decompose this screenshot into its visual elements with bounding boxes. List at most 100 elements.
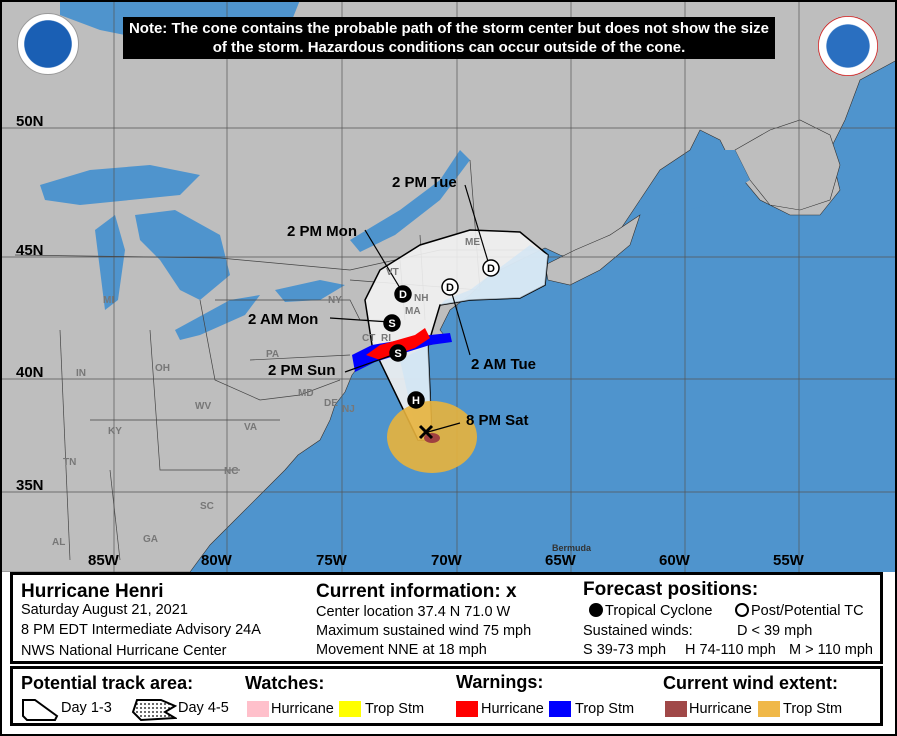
lat-tick-label: 45N xyxy=(16,242,44,259)
forecast-point-symbol: H xyxy=(412,395,420,407)
movement: Movement NNE at 18 mph xyxy=(316,642,487,658)
forecast-time-label: 2 AM Mon xyxy=(248,311,318,328)
current-position-x-icon xyxy=(418,424,434,440)
land-newfoundland xyxy=(734,119,841,211)
state-label: AL xyxy=(52,537,65,548)
state-label: NH xyxy=(414,293,428,304)
storm-name: Hurricane Henri xyxy=(21,581,164,602)
post-tc-label: Post/Potential TC xyxy=(751,603,864,619)
lat-tick-label: 40N xyxy=(16,364,44,381)
advisory-number: 8 PM EDT Intermediate Advisory 24A xyxy=(21,622,261,638)
lon-tick-label: 85W xyxy=(88,552,120,569)
m-definition: M > 110 mph xyxy=(789,642,873,658)
hurricane-warning-label: Hurricane xyxy=(481,701,544,717)
forecast-point-s xyxy=(383,314,401,332)
state-label: GA xyxy=(143,534,158,545)
nws-logo xyxy=(818,16,878,76)
great-lakes xyxy=(40,150,470,340)
lon-tick-label: 75W xyxy=(316,552,348,569)
state-label: NY xyxy=(328,295,342,306)
hurricane-warning xyxy=(366,328,430,360)
forecast-point-d xyxy=(482,259,500,277)
state-label: VA xyxy=(244,422,257,433)
lat-tick-label: 50N xyxy=(16,113,44,130)
label-leaders xyxy=(329,184,491,433)
map: H S S D D D 85W 80W 75W 70W 65W 60W 55W 50N 45N 40N 35N… xyxy=(0,0,897,572)
state-label: VT xyxy=(386,267,399,278)
post-tc-legend: Post/Potential TC xyxy=(735,603,864,619)
forecast-point-s xyxy=(389,344,407,362)
state-label: DE xyxy=(324,398,338,409)
state-label: MA xyxy=(405,306,421,317)
lon-tick-label: 60W xyxy=(659,552,691,569)
forecast-time-label: 2 PM Sun xyxy=(268,362,336,379)
land-nova-scotia xyxy=(544,214,641,286)
open-circle-icon xyxy=(735,603,749,617)
day45-label: Day 4-5 xyxy=(178,700,229,716)
forecast-time-label: 2 PM Tue xyxy=(392,174,457,191)
lat-tick-label: 35N xyxy=(16,477,44,494)
h-definition: H 74-110 mph xyxy=(685,642,776,658)
max-wind: Maximum sustained wind 75 mph xyxy=(316,623,532,639)
forecast-markers: H S S D D D xyxy=(383,259,500,440)
forecast-title: Forecast positions: xyxy=(583,579,759,600)
cone-note: Note: The cone contains the probable pat… xyxy=(123,17,775,59)
forecast-point-symbol: S xyxy=(394,348,401,360)
ts-warning-label: Trop Stm xyxy=(575,701,635,717)
forecast-time-label: 8 PM Sat xyxy=(466,412,529,429)
noaa-logo xyxy=(17,13,79,75)
tc-label: Tropical Cyclone xyxy=(605,603,713,619)
day13-label: Day 1-3 xyxy=(61,700,112,716)
map-labels: 85W 80W 75W 70W 65W 60W 55W 50N 45N 40N 35N MI IN OH K… xyxy=(16,113,805,569)
filled-circle-icon xyxy=(589,603,603,617)
wind-extent-title: Current wind extent: xyxy=(663,673,839,693)
hurricane-watch-label: Hurricane xyxy=(271,701,334,717)
state-label: OH xyxy=(155,363,170,374)
state-label: NC xyxy=(224,466,238,477)
tropical-cyclone-legend: Tropical Cyclone xyxy=(589,603,712,619)
warnings-title: Warnings: xyxy=(456,672,544,692)
forecast-point-symbol: D xyxy=(446,282,454,294)
lon-tick-label: 55W xyxy=(773,552,805,569)
x-icon: x xyxy=(506,581,517,602)
advisory-date: Saturday August 21, 2021 xyxy=(21,602,188,618)
legend-panel: Potential track area: Day 1-3 Day 4-5 Wa… xyxy=(10,666,883,726)
hurricane-wind-swatch xyxy=(665,701,687,717)
s-definition: S 39-73 mph xyxy=(583,642,667,658)
state-label: CT xyxy=(362,333,375,344)
lon-tick-label: 80W xyxy=(201,552,233,569)
ts-warning-swatch xyxy=(549,701,571,717)
forecast-point-d xyxy=(441,278,459,296)
state-label: MI xyxy=(103,295,114,306)
track-area-title: Potential track area: xyxy=(21,673,194,693)
state-label: TN xyxy=(63,457,76,468)
ts-watch-label: Trop Stm xyxy=(365,701,425,717)
state-label: ME xyxy=(465,237,480,248)
forecast-point-h xyxy=(407,391,425,409)
forecast-point-symbol: S xyxy=(388,318,395,330)
state-label: RI xyxy=(381,333,391,344)
lon-tick-label: 65W xyxy=(545,552,577,569)
hurricane-wind-label: Hurricane xyxy=(689,701,752,717)
place-label-bermuda: Bermuda xyxy=(552,543,592,553)
d-definition: D < 39 mph xyxy=(737,623,813,639)
forecast-time-label: 2 PM Mon xyxy=(287,223,357,240)
cone-ocean-tint xyxy=(400,245,548,440)
state-label: SC xyxy=(200,501,214,512)
ts-watch-swatch xyxy=(339,701,361,717)
state-label: KY xyxy=(108,426,122,437)
lon-tick-label: 70W xyxy=(431,552,463,569)
forecast-time-label: 2 AM Tue xyxy=(471,356,536,373)
hurricane-warning-swatch xyxy=(456,701,478,717)
issuing-center: NWS National Hurricane Center xyxy=(21,643,227,659)
center-location: Center location 37.4 N 71.0 W xyxy=(316,604,511,620)
watches-title: Watches: xyxy=(245,673,325,693)
state-label: NJ xyxy=(342,404,355,415)
forecast-point-symbol: D xyxy=(487,263,495,275)
sustained-winds-label: Sustained winds: xyxy=(583,623,693,639)
current-info-title: Current information: x xyxy=(316,581,517,603)
day13-cone-icon xyxy=(22,699,59,721)
forecast-point-d xyxy=(394,285,412,303)
ts-wind-label: Trop Stm xyxy=(783,701,843,717)
